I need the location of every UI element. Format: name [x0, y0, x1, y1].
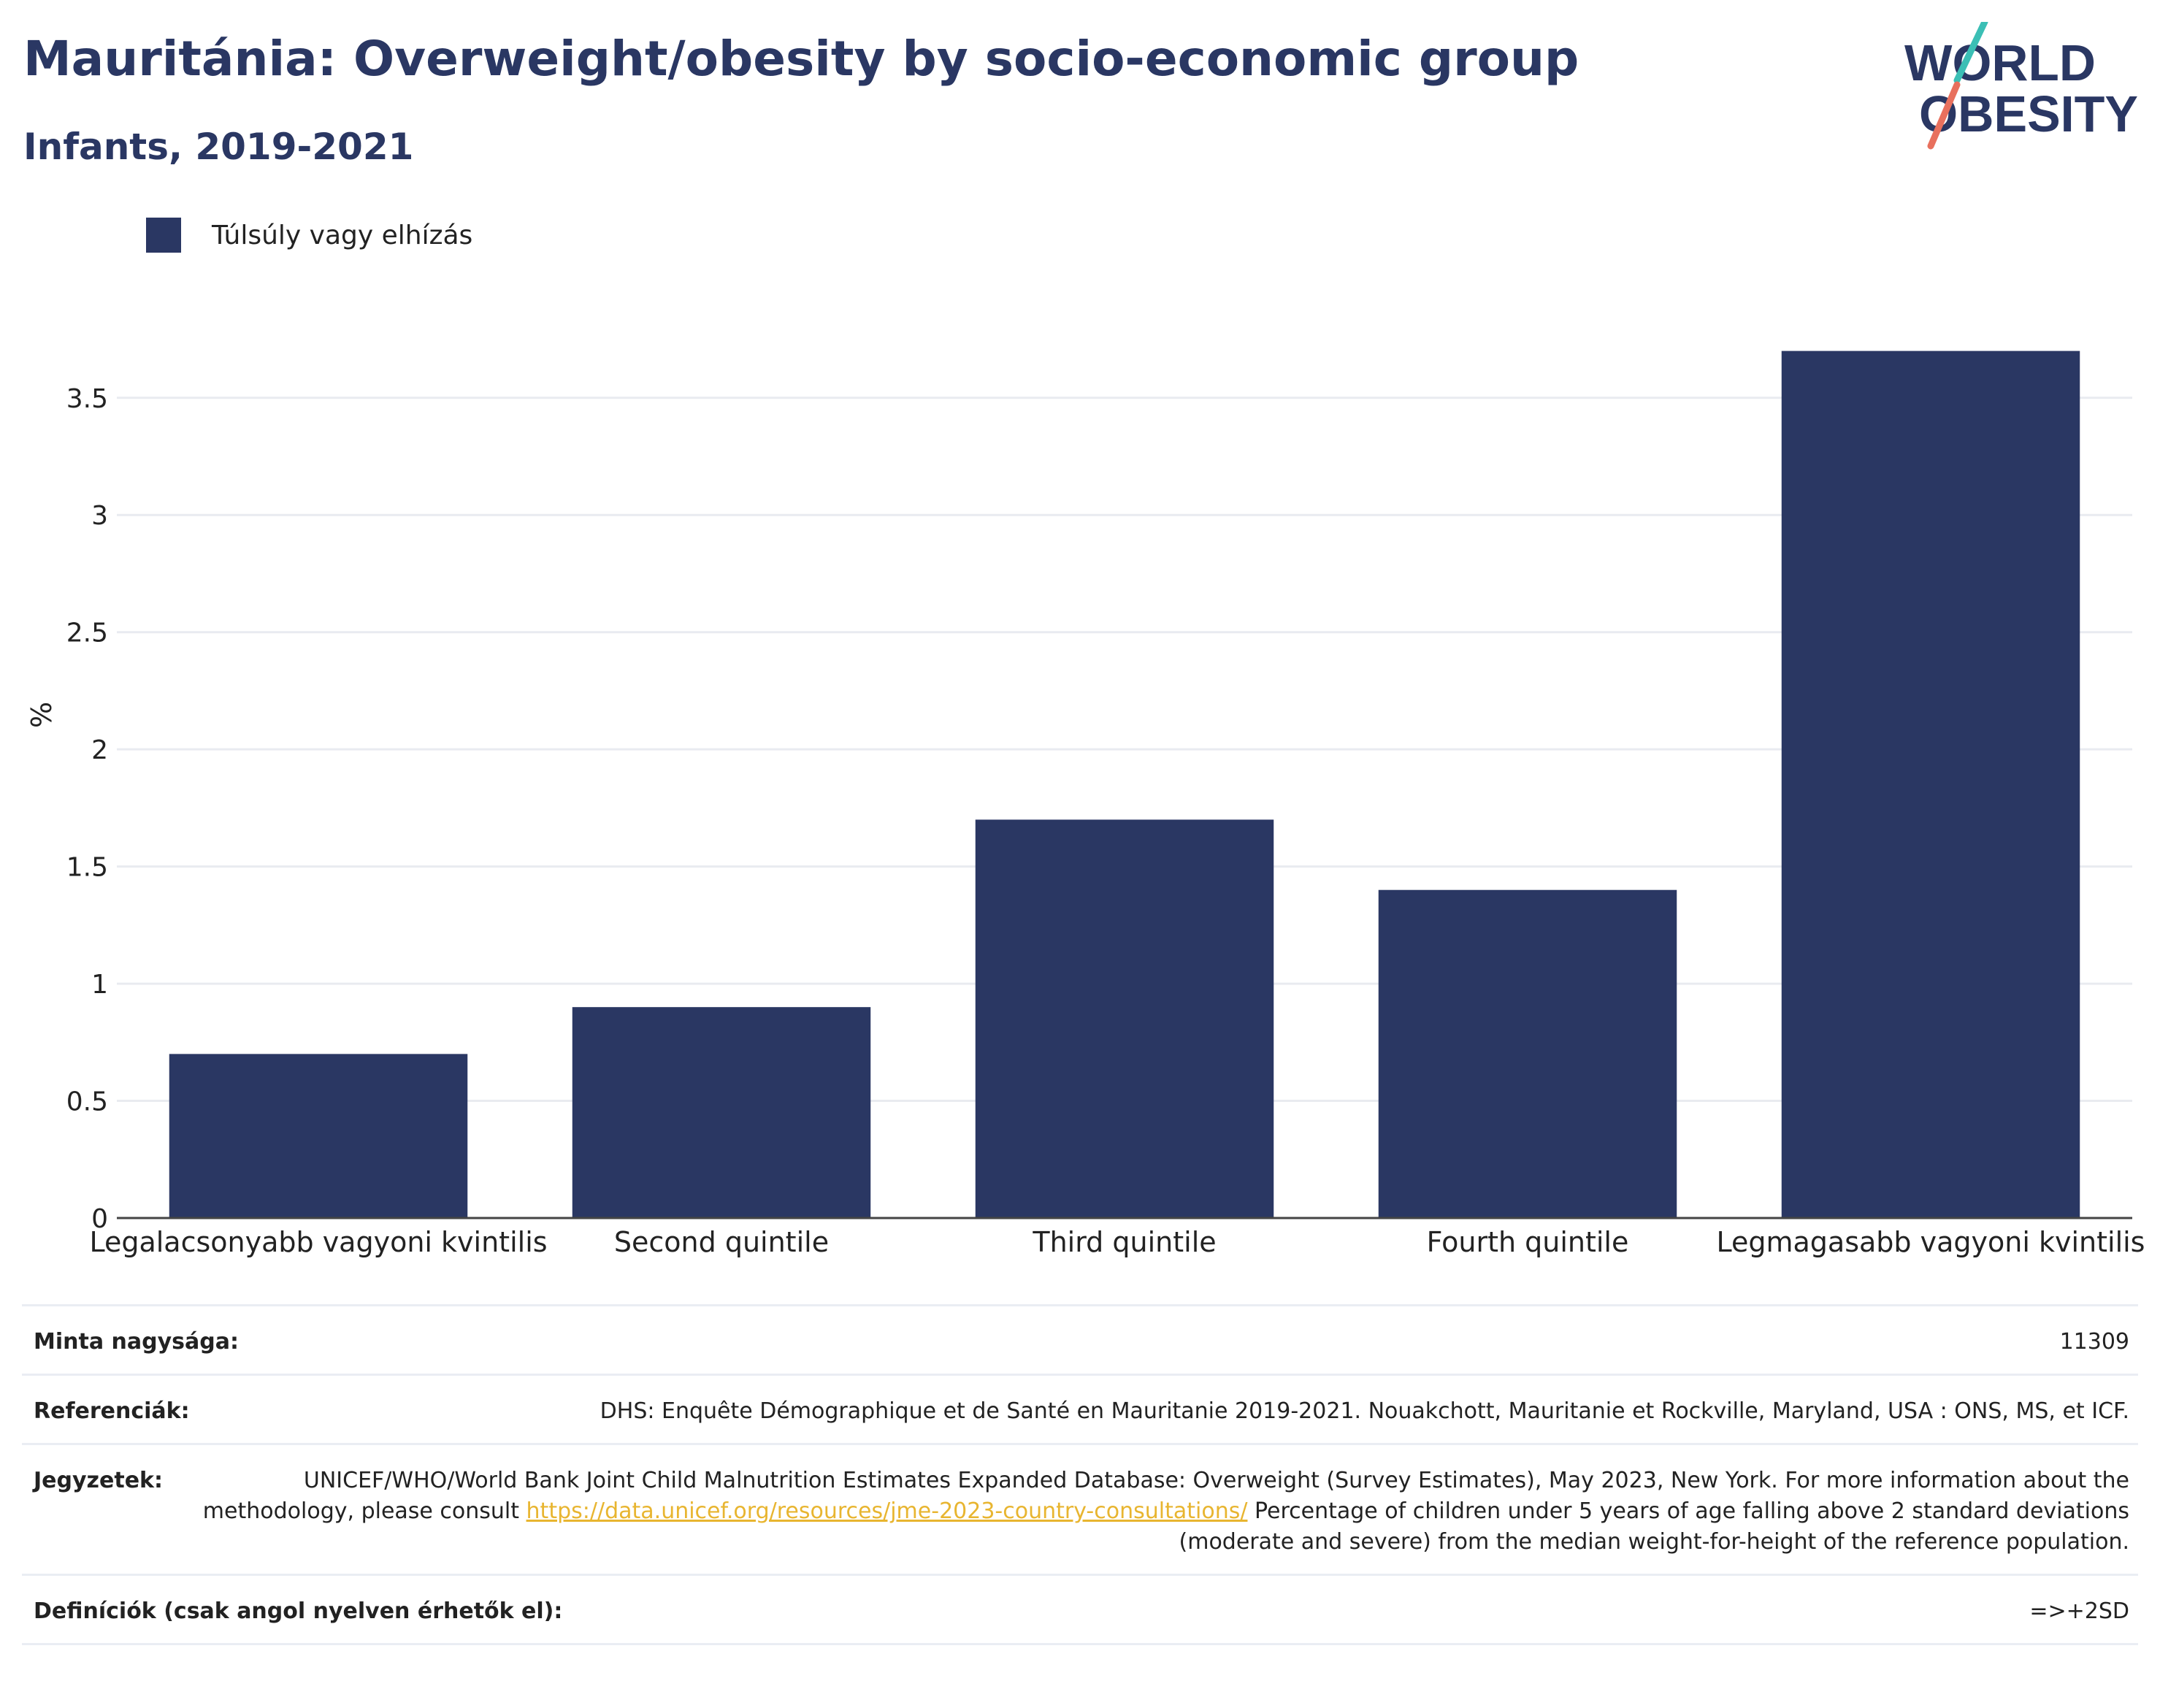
y-tick-label: 2 — [91, 735, 108, 765]
category-labels: Legalacsonyabb vagyoni kvintilis Second q… — [89, 1226, 2145, 1258]
bar — [1781, 351, 2080, 1218]
sample-size-value: 11309 — [2059, 1329, 2129, 1355]
chart-subtitle: Infants, 2019-2021 — [23, 126, 414, 168]
y-tick-label: 1 — [91, 970, 108, 1000]
bars — [169, 351, 2080, 1218]
legend: Túlsúly vagy elhízás — [146, 216, 472, 254]
references-value: DHS: Enquête Démographique et de Santé e… — [600, 1398, 2129, 1424]
bar — [1378, 889, 1677, 1218]
y-tick-label: 3.5 — [66, 384, 108, 414]
category-label: Legmagasabb vagyoni kvintilis — [1717, 1226, 2145, 1258]
bar — [975, 819, 1274, 1218]
references-row: Referenciák: DHS: Enquête Démographique … — [22, 1374, 2138, 1443]
category-label: Fourth quintile — [1427, 1226, 1629, 1258]
y-tick-label: 0.5 — [66, 1087, 108, 1117]
notes-text-before: UNICEF/WHO/World Bank Joint Child Malnut… — [202, 1468, 2129, 1524]
notes-label: Jegyzetek: — [34, 1468, 163, 1493]
y-axis-label: % — [26, 702, 58, 728]
notes-link[interactable]: https://data.unicef.org/resources/jme-20… — [526, 1498, 1248, 1524]
world-obesity-logo: WORLD OBESITY — [1904, 22, 2138, 150]
chart-title: Mauritánia: Overweight/obesity by socio-… — [23, 31, 1579, 87]
notes-value: UNICEF/WHO/World Bank Joint Child Malnut… — [192, 1466, 2129, 1558]
legend-label: Túlsúly vagy elhízás — [212, 220, 473, 250]
definitions-label: Definíciók (csak angol nyelven érhetők e… — [34, 1598, 563, 1624]
bar-chart: 0 0.5 1 1.5 2 2.5 3 3.5 Legalacsonyabb vagyoni … — [26, 351, 2145, 1258]
y-tick-label: 2.5 — [66, 619, 108, 648]
sample-size-label: Minta nagysága: — [34, 1329, 239, 1355]
definitions-row: Definíciók (csak angol nyelven érhetők e… — [22, 1574, 2138, 1645]
logo-line1: WORLD — [1904, 34, 2096, 91]
category-label: Legalacsonyabb vagyoni kvintilis — [89, 1226, 547, 1258]
bar — [169, 1054, 468, 1218]
notes-row: Jegyzetek: UNICEF/WHO/World Bank Joint C… — [22, 1443, 2138, 1574]
bar — [572, 1007, 871, 1218]
info-table: Minta nagysága: 11309 Referenciák: DHS: … — [22, 1304, 2138, 1645]
category-label: Second quintile — [614, 1226, 829, 1258]
logo-slash-top-icon — [1953, 22, 1988, 84]
references-label: Referenciák: — [34, 1398, 190, 1424]
logo-slash-bottom-icon — [1927, 81, 1961, 150]
y-tick-labels: 0 0.5 1 1.5 2 2.5 3 3.5 — [66, 384, 108, 1234]
definitions-value: =>+2SD — [2029, 1598, 2129, 1624]
y-tick-label: 1.5 — [66, 853, 108, 883]
category-label: Third quintile — [1032, 1226, 1216, 1258]
y-tick-label: 0 — [91, 1204, 108, 1234]
sample-size-row: Minta nagysága: 11309 — [22, 1304, 2138, 1374]
y-tick-label: 3 — [91, 501, 108, 531]
legend-swatch — [146, 218, 181, 253]
notes-text-after: Percentage of children under 5 years of … — [1179, 1498, 2129, 1555]
